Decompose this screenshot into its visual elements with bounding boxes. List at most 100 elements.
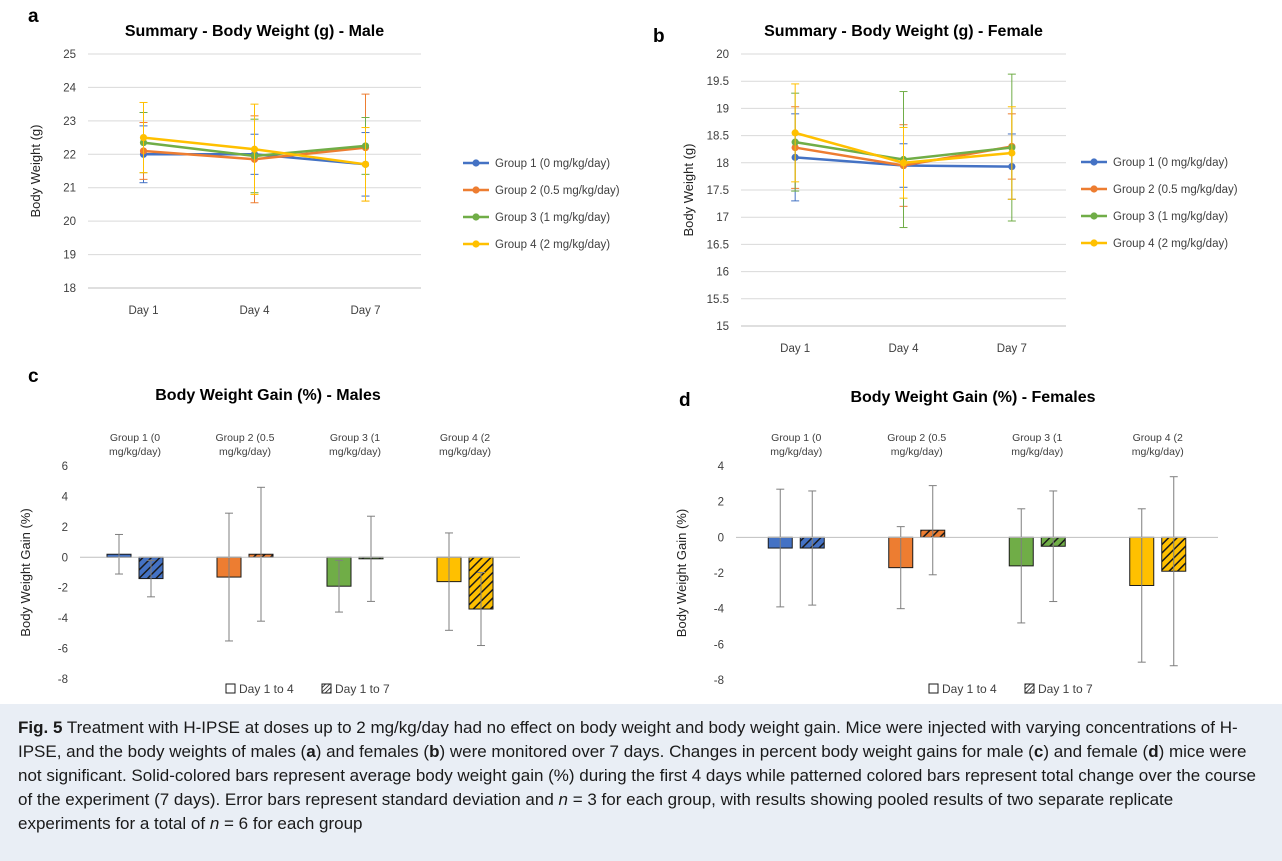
figure-caption: Fig. 5 Treatment with H-IPSE at doses up… — [18, 716, 1266, 836]
y-tick-label: -2 — [714, 568, 724, 580]
y-tick-label: 6 — [62, 461, 68, 473]
y-tick-label: 15 — [716, 321, 729, 333]
legend-label: Day 1 to 7 — [335, 682, 390, 696]
caption-fragment: b — [429, 742, 440, 761]
y-tick-label: 21 — [63, 183, 76, 195]
y-axis-label: Body Weight (g) — [28, 125, 43, 218]
caption-fragment: d — [1148, 742, 1159, 761]
legend-label: Day 1 to 4 — [239, 682, 294, 696]
y-axis-label: Body Weight Gain (%) — [674, 509, 689, 637]
y-tick-label: 16.5 — [707, 239, 729, 251]
data-point — [791, 129, 799, 137]
caption-fragment: ) mice were not significant. Solid-color… — [18, 742, 1256, 809]
panel-b-female-body-weight-chart: b Summary - Body Weight (g) - Female 15 15.… — [653, 23, 1238, 355]
y-tick-label: -4 — [714, 604, 725, 616]
caption-fragment: n — [209, 814, 220, 833]
y-tick-label: 15.5 — [707, 294, 729, 306]
y-tick-label: 16 — [716, 267, 729, 279]
chart-title: Body Weight Gain (%) - Females — [850, 389, 1095, 406]
y-tick-label: -6 — [714, 639, 724, 651]
y-tick-label: 17 — [716, 212, 729, 224]
y-tick-label: 4 — [718, 461, 725, 473]
category-label: Group 1 (0 — [771, 432, 821, 444]
data-point — [899, 159, 908, 167]
legend-marker — [1090, 158, 1098, 166]
x-tick-label: Day 7 — [350, 305, 380, 317]
legend-label: Group 4 (2 mg/kg/day) — [495, 239, 610, 251]
y-tick-label: 23 — [63, 116, 76, 128]
y-tick-label: 0 — [718, 532, 724, 544]
category-label: Group 3 (1 — [1012, 432, 1062, 444]
x-tick-label: Day 7 — [997, 343, 1027, 355]
y-tick-label: -8 — [58, 674, 68, 686]
legend-swatch — [225, 683, 236, 694]
y-tick-label: 24 — [63, 82, 76, 94]
category-label: mg/kg/day) — [219, 446, 271, 458]
caption-fragment: a — [306, 742, 316, 761]
y-tick-label: 20 — [63, 216, 76, 228]
category-label: mg/kg/day) — [109, 446, 161, 458]
panel-label: a — [28, 6, 39, 27]
figure-label: Fig. 5 — [18, 718, 63, 737]
y-tick-label: 19 — [63, 250, 76, 262]
y-axis-label: Body Weight Gain (%) — [18, 508, 33, 636]
category-label: Group 3 (1 — [330, 432, 380, 444]
category-label: mg/kg/day) — [770, 446, 822, 458]
category-label: mg/kg/day) — [891, 446, 943, 458]
legend-label: Day 1 to 4 — [942, 682, 997, 696]
legend-label: Group 1 (0 mg/kg/day) — [495, 158, 610, 170]
x-tick-label: Day 1 — [128, 305, 158, 317]
y-tick-label: 2 — [62, 522, 68, 534]
category-label: mg/kg/day) — [439, 446, 491, 458]
category-label: mg/kg/day) — [1132, 446, 1184, 458]
chart-title: Summary - Body Weight (g) - Female — [764, 23, 1043, 40]
caption-fragment: = 3 for each group, with results showing… — [18, 790, 1174, 833]
panel-label: c — [28, 366, 39, 387]
y-tick-label: 18 — [63, 283, 76, 295]
y-axis-label: Body Weight (g) — [681, 144, 696, 237]
category-label: Group 4 (2 — [440, 432, 490, 444]
legend-label: Group 4 (2 mg/kg/day) — [1113, 238, 1228, 250]
y-tick-label: -4 — [58, 613, 69, 625]
caption-fragment: Treatment with H-IPSE at doses up to 2 m… — [18, 718, 1238, 761]
caption-fragment: = 6 for each group — [219, 814, 363, 833]
y-tick-label: 22 — [63, 149, 76, 161]
y-tick-label: 18 — [716, 158, 729, 170]
panel-a-male-body-weight-chart: a Summary - Body Weight (g) - Male 18 19 20 2… — [28, 6, 620, 317]
x-tick-label: Day 4 — [888, 343, 919, 355]
chart-title: Summary - Body Weight (g) - Male — [125, 23, 384, 40]
caption-fragment: ) and females ( — [315, 742, 430, 761]
category-label: Group 1 (0 — [110, 432, 160, 444]
panel-label: d — [679, 390, 691, 411]
y-tick-label: -6 — [58, 644, 68, 656]
x-tick-label: Day 4 — [239, 305, 270, 317]
y-tick-label: 19.5 — [707, 76, 729, 88]
y-tick-label: 20 — [716, 49, 729, 61]
caption-background — [0, 704, 1282, 861]
legend-label: Group 2 (0.5 mg/kg/day) — [495, 185, 620, 197]
y-tick-label: 2 — [718, 497, 724, 509]
panel-c-male-weight-gain-chart: c Body Weight Gain (%) - Males -8 -6 -4 -2 0 2 4… — [18, 366, 520, 696]
y-tick-label: 0 — [62, 552, 68, 564]
category-label: Group 2 (0.5 — [887, 432, 946, 444]
legend-swatch — [321, 683, 332, 694]
data-point — [250, 145, 259, 153]
data-point — [139, 133, 148, 142]
legend-marker — [1090, 185, 1098, 193]
legend-marker — [1090, 212, 1098, 220]
caption-fragment: ) and female ( — [1043, 742, 1149, 761]
legend-label: Group 3 (1 mg/kg/day) — [495, 212, 610, 224]
y-tick-label: 4 — [62, 491, 69, 503]
category-label: mg/kg/day) — [1011, 446, 1063, 458]
legend-marker — [472, 186, 480, 194]
caption-fragment: c — [1033, 742, 1044, 761]
y-tick-label: 25 — [63, 49, 76, 61]
y-tick-label: -8 — [714, 675, 724, 687]
y-tick-label: 19 — [716, 103, 729, 115]
data-point — [361, 160, 370, 168]
category-label: Group 4 (2 — [1133, 432, 1183, 444]
legend-label: Day 1 to 7 — [1038, 682, 1093, 696]
y-tick-label: 18.5 — [707, 131, 729, 143]
legend-swatch — [928, 683, 939, 694]
